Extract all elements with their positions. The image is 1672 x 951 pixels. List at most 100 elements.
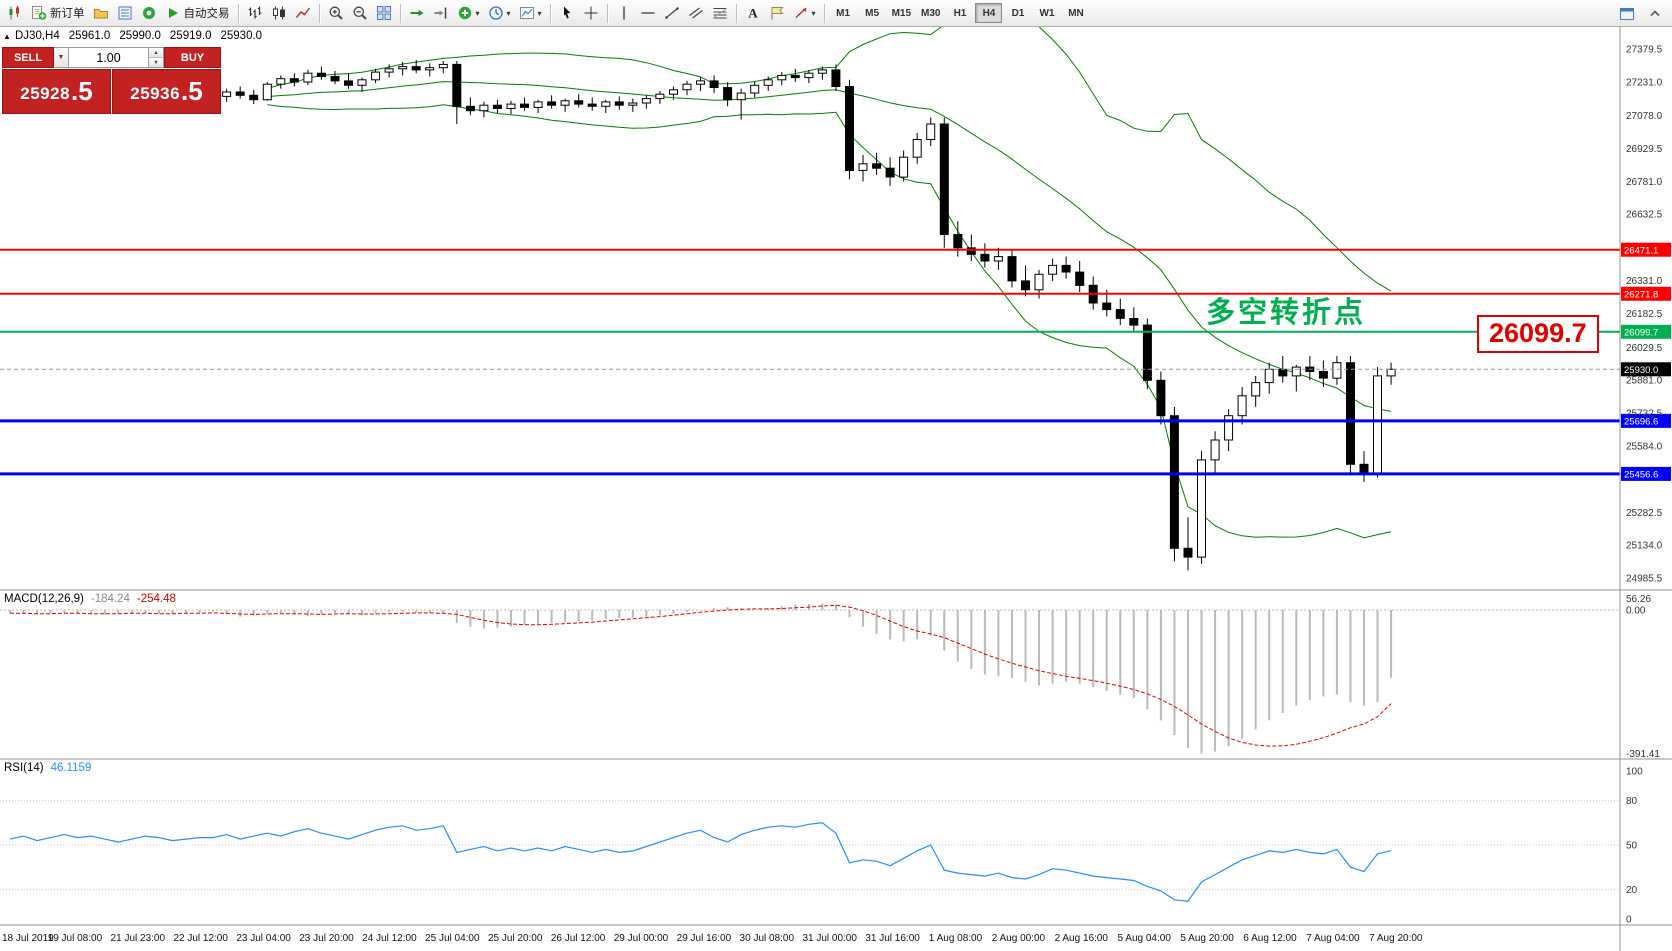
- time-axis-label: 23 Jul 04:00: [236, 933, 291, 944]
- new-chart-button[interactable]: [3, 2, 27, 25]
- level-line-26471.1[interactable]: 26471.1: [0, 242, 1671, 257]
- level-line-25696.6[interactable]: 25696.6: [0, 413, 1671, 428]
- current-price-line: 25930.0: [0, 362, 1671, 377]
- time-axis-label: 2 Aug 16:00: [1055, 933, 1109, 944]
- svg-text:26099.7: 26099.7: [1624, 328, 1658, 339]
- label-icon: [771, 7, 784, 20]
- bollinger-bands: [267, 27, 1392, 539]
- zoom-out-icon: [353, 6, 367, 20]
- symbol-info: DJ30,H4 25961.0 25990.0 25919.0 25930.0: [15, 30, 262, 42]
- timeframe-m1-button[interactable]: M1: [830, 3, 857, 23]
- toolbar-separator: [318, 3, 320, 23]
- arrows-button[interactable]: ▾: [789, 2, 820, 25]
- svg-text:25930.0: 25930.0: [1624, 365, 1658, 376]
- buy-price-main: 25936: [130, 84, 181, 103]
- rsi-panel: 100 80 50 20 0: [0, 767, 1643, 926]
- price-axis-label: 27231.0: [1626, 77, 1663, 88]
- macd-scale-max: 56.26: [1626, 594, 1651, 605]
- auto-scroll-button[interactable]: [405, 2, 429, 25]
- timeframe-h1-button[interactable]: H1: [946, 3, 973, 23]
- time-axis-label: 2 Aug 00:00: [992, 933, 1046, 944]
- timeframe-m5-button[interactable]: M5: [859, 3, 886, 23]
- toolbar-right-icons: [1615, 2, 1667, 25]
- dropdown-caret-icon: ▾: [475, 8, 480, 18]
- time-axis-label: 19 Jul 08:00: [48, 933, 103, 944]
- fibonacci-retracement-button[interactable]: [708, 2, 732, 25]
- window-icon: [1620, 7, 1634, 20]
- buy-price-frac: .5: [181, 76, 203, 106]
- timeframe-w1-button[interactable]: W1: [1033, 3, 1060, 23]
- chart-canvas[interactable]: 26471.1 26271.8 26099.7 25696.6 25456.6 25930…: [0, 27, 1672, 951]
- timeframe-m30-button[interactable]: M30: [917, 3, 944, 23]
- volume-stepper: ▲ ▼: [149, 47, 164, 68]
- annotation-turning-point[interactable]: 多空转折点: [1206, 297, 1367, 329]
- equidistant-channel-button[interactable]: [684, 2, 708, 25]
- chart-shift-button[interactable]: [429, 2, 453, 25]
- buy-price-display[interactable]: 25936.5: [112, 69, 221, 114]
- new-order-button[interactable]: 新订单: [27, 2, 89, 25]
- macd-signal-value: -254.48: [136, 593, 176, 605]
- horizontal-line-button[interactable]: [636, 2, 660, 25]
- line-chart-icon: [295, 7, 310, 18]
- periods-button[interactable]: ▾: [484, 2, 515, 25]
- market-watch-button[interactable]: [113, 2, 137, 25]
- timeframe-h4-button[interactable]: H4: [975, 3, 1003, 23]
- indicators-button[interactable]: ▾: [453, 2, 484, 25]
- tline-icon: [664, 7, 679, 19]
- timeframe-d1-button[interactable]: D1: [1004, 3, 1031, 23]
- toolbar: 新订单 自动交易 ▾ ▾ ▾ A ▾ M1 M5 M15 M30 H1 H4 D1 W1 MN: [0, 0, 1672, 27]
- chart-window-button[interactable]: [1615, 2, 1639, 25]
- templates-button[interactable]: ▾: [515, 2, 546, 25]
- volume-increase-button[interactable]: ▲: [149, 48, 163, 58]
- tile-windows-button[interactable]: [372, 2, 396, 25]
- macd-panel: 56.260.00 -391.41: [0, 594, 1660, 760]
- level-line-26099.7[interactable]: 26099.7: [0, 324, 1671, 339]
- auto-scroll-icon: [410, 9, 423, 17]
- text-button[interactable]: A: [741, 2, 765, 25]
- level-line-26271.8[interactable]: 26271.8: [0, 286, 1671, 301]
- clock-icon: [488, 6, 503, 20]
- bar-chart-button[interactable]: [243, 2, 267, 25]
- cursor-button[interactable]: [555, 2, 579, 25]
- level-line-25456.6[interactable]: 25456.6: [0, 466, 1671, 481]
- volume-input[interactable]: [69, 47, 149, 68]
- dropdown-caret-icon: ▾: [811, 8, 816, 18]
- collapse-panel-arrow-icon[interactable]: ▲: [3, 32, 11, 41]
- text-label-button[interactable]: [765, 2, 789, 25]
- time-axis-label: 31 Jul 16:00: [865, 933, 920, 944]
- volume-decrease-button[interactable]: ▼: [149, 58, 163, 67]
- time-axis-label: 26 Jul 12:00: [551, 933, 606, 944]
- rsi-scale-label: 50: [1626, 841, 1638, 852]
- trend-line-button[interactable]: [660, 2, 684, 25]
- timeframe-mn-button[interactable]: MN: [1062, 3, 1089, 23]
- vertical-line-button[interactable]: [612, 2, 636, 25]
- autotrade-icon: [168, 8, 178, 18]
- zoom-out-button[interactable]: [348, 2, 372, 25]
- rsi-line: [9, 822, 1392, 902]
- rsi-name: RSI(14): [4, 762, 44, 774]
- auto-trading-button[interactable]: 自动交易: [161, 2, 234, 25]
- line-chart-button[interactable]: [291, 2, 315, 25]
- toolbar-expand-button[interactable]: [1643, 2, 1667, 25]
- crosshair-button[interactable]: [579, 2, 603, 25]
- price-axis-label: 26029.5: [1626, 343, 1663, 354]
- strategy-tester-button[interactable]: [137, 2, 161, 25]
- price-axis-label: 27379.5: [1626, 45, 1663, 56]
- price-callout[interactable]: 26099.7: [1477, 315, 1599, 353]
- candlestick-chart-button[interactable]: [267, 2, 291, 25]
- timeframe-m15-button[interactable]: M15: [888, 3, 915, 23]
- add-indicator-icon: [458, 6, 471, 20]
- vline-icon: [622, 6, 625, 20]
- price-axis[interactable]: 27379.5 27231.0 27078.0 26929.5 26781.0 26632…: [1626, 45, 1663, 585]
- volume-dropdown-button[interactable]: ▼: [54, 47, 69, 68]
- buy-button[interactable]: BUY: [164, 47, 221, 68]
- symbol-period-label: DJ30,H4: [15, 30, 60, 42]
- svg-text:26271.8: 26271.8: [1624, 290, 1658, 301]
- profiles-button[interactable]: [89, 2, 113, 25]
- sell-button[interactable]: SELL: [2, 47, 54, 68]
- sell-price-display[interactable]: 25928.5: [2, 69, 111, 114]
- zoom-in-button[interactable]: [324, 2, 348, 25]
- chart-area[interactable]: 26471.1 26271.8 26099.7 25696.6 25456.6 25930…: [0, 27, 1672, 951]
